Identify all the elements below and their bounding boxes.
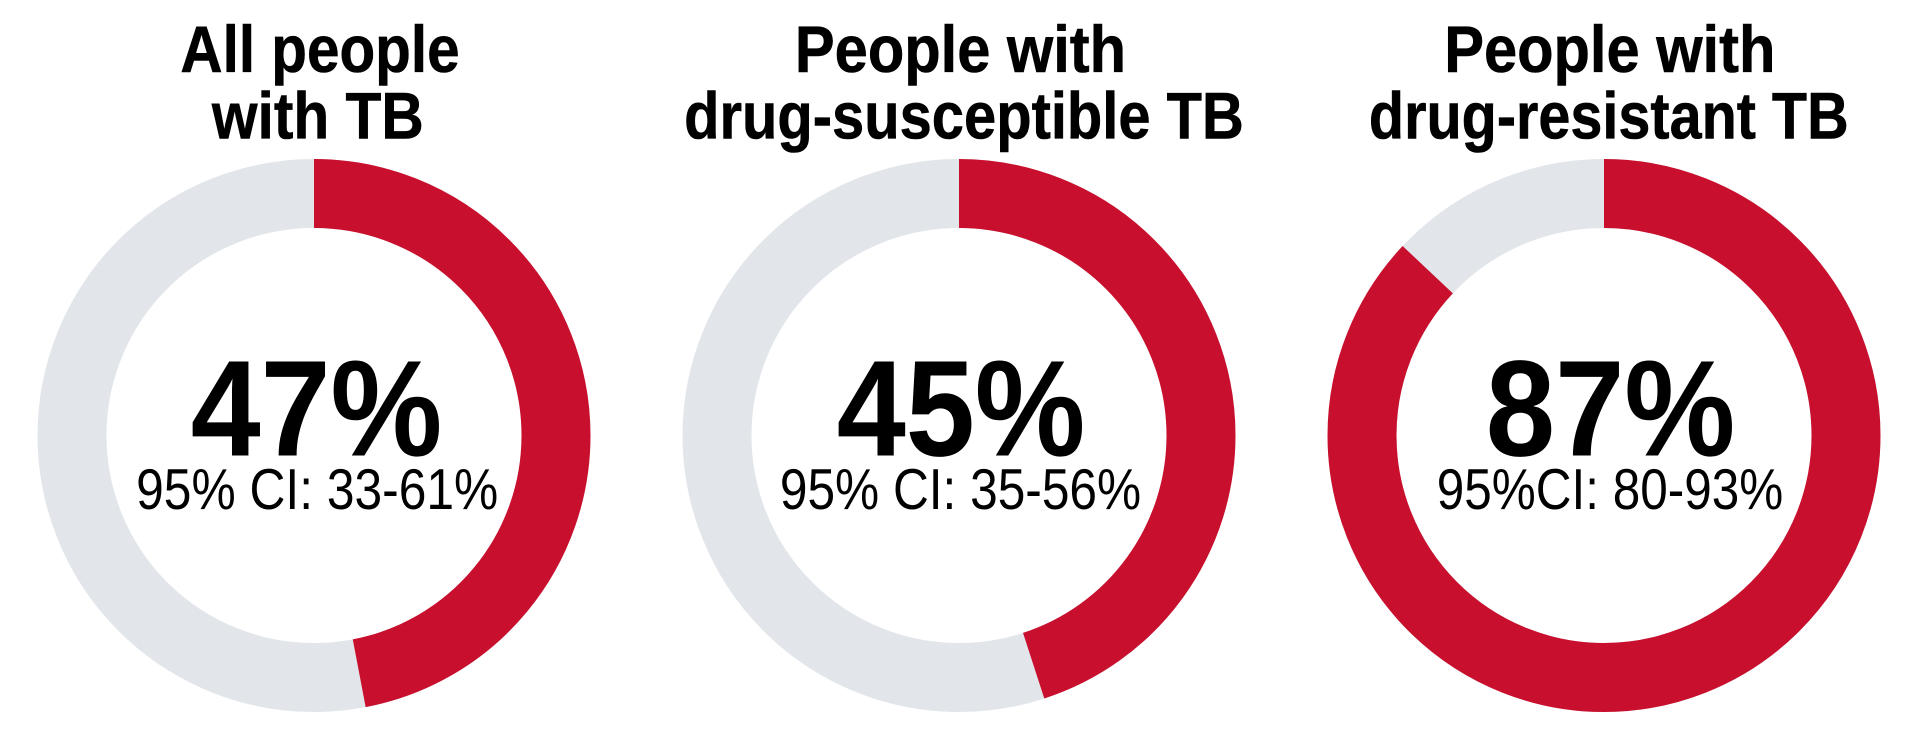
svg-text:95% CI: 33-61%: 95% CI: 33-61% xyxy=(136,458,498,522)
svg-text:87%: 87% xyxy=(1486,332,1735,485)
svg-text:drug-resistant TB: drug-resistant TB xyxy=(1369,80,1849,153)
svg-text:All people: All people xyxy=(180,14,459,87)
svg-text:47%: 47% xyxy=(191,332,443,485)
svg-text:95%CI: 80-93%: 95%CI: 80-93% xyxy=(1437,457,1783,521)
svg-text:People with: People with xyxy=(1444,13,1775,86)
svg-text:45%: 45% xyxy=(837,332,1085,485)
svg-text:with TB: with TB xyxy=(211,80,424,153)
svg-text:95% CI: 35-56%: 95% CI: 35-56% xyxy=(780,458,1141,522)
svg-text:People with: People with xyxy=(795,13,1126,86)
svg-text:drug-susceptible TB: drug-susceptible TB xyxy=(684,80,1244,153)
